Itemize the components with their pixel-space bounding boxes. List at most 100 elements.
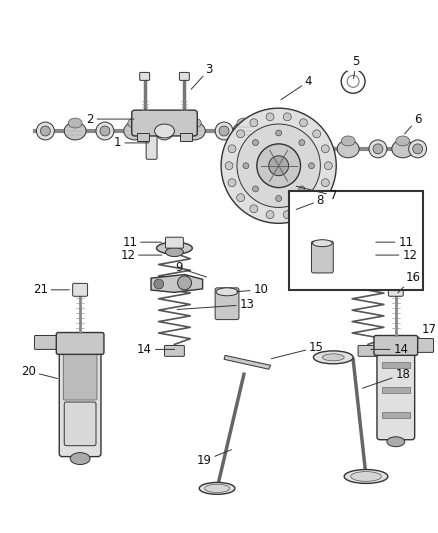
Circle shape (237, 193, 244, 201)
Circle shape (266, 113, 274, 121)
Circle shape (314, 144, 323, 154)
FancyBboxPatch shape (410, 338, 434, 352)
Polygon shape (151, 274, 203, 293)
Ellipse shape (70, 453, 90, 465)
Text: 13: 13 (177, 298, 254, 311)
Text: 2: 2 (86, 112, 134, 126)
Ellipse shape (396, 136, 410, 146)
Circle shape (253, 186, 258, 192)
FancyBboxPatch shape (311, 241, 333, 273)
Ellipse shape (216, 288, 238, 296)
Text: 15: 15 (272, 341, 324, 359)
Circle shape (413, 144, 423, 154)
Circle shape (313, 193, 321, 201)
Text: 5: 5 (353, 55, 360, 78)
Circle shape (36, 122, 54, 140)
FancyBboxPatch shape (180, 72, 189, 80)
Circle shape (352, 224, 364, 236)
Circle shape (276, 130, 282, 136)
FancyBboxPatch shape (132, 110, 197, 136)
Circle shape (409, 140, 427, 158)
Circle shape (219, 126, 229, 136)
Circle shape (324, 161, 332, 169)
Circle shape (96, 122, 114, 140)
Ellipse shape (199, 482, 235, 494)
Bar (382, 387, 410, 393)
Polygon shape (224, 356, 271, 369)
Ellipse shape (350, 242, 386, 254)
Circle shape (300, 119, 307, 127)
Text: 3: 3 (191, 63, 213, 89)
Circle shape (253, 140, 258, 146)
Circle shape (331, 227, 339, 236)
FancyBboxPatch shape (64, 402, 96, 446)
Text: 17: 17 (418, 323, 437, 338)
Text: 7: 7 (296, 186, 337, 202)
Circle shape (250, 205, 258, 213)
Text: 11: 11 (376, 236, 413, 249)
Circle shape (159, 126, 170, 136)
Ellipse shape (184, 122, 205, 140)
FancyBboxPatch shape (377, 344, 415, 440)
Ellipse shape (278, 140, 300, 158)
Ellipse shape (187, 118, 201, 128)
Ellipse shape (387, 437, 405, 447)
Ellipse shape (233, 122, 255, 140)
Circle shape (276, 196, 282, 201)
Ellipse shape (124, 122, 146, 140)
Text: 21: 21 (33, 284, 69, 296)
FancyBboxPatch shape (359, 237, 377, 248)
Circle shape (250, 119, 258, 127)
Circle shape (177, 276, 191, 290)
Text: 1: 1 (114, 136, 149, 149)
Ellipse shape (341, 136, 355, 146)
Circle shape (259, 144, 269, 154)
Text: 20: 20 (21, 365, 57, 378)
FancyBboxPatch shape (57, 333, 104, 354)
Text: 11: 11 (122, 236, 162, 249)
Circle shape (40, 126, 50, 136)
Text: 4: 4 (281, 75, 312, 100)
FancyBboxPatch shape (63, 353, 97, 400)
Text: 18: 18 (363, 368, 410, 388)
Ellipse shape (392, 140, 413, 158)
Circle shape (269, 156, 289, 176)
Ellipse shape (237, 118, 251, 128)
Ellipse shape (359, 248, 377, 256)
Circle shape (228, 145, 236, 153)
Ellipse shape (64, 122, 86, 140)
Text: 16: 16 (398, 271, 420, 293)
Circle shape (308, 163, 314, 169)
Circle shape (155, 122, 173, 140)
Ellipse shape (337, 140, 359, 158)
Circle shape (299, 186, 305, 192)
Circle shape (225, 161, 233, 169)
Text: 9: 9 (176, 262, 207, 277)
Circle shape (237, 124, 320, 207)
Circle shape (283, 211, 291, 219)
Circle shape (154, 279, 164, 289)
FancyBboxPatch shape (215, 288, 239, 320)
Circle shape (299, 140, 305, 146)
Circle shape (369, 140, 387, 158)
Ellipse shape (314, 351, 353, 364)
Circle shape (243, 163, 249, 169)
Text: 14: 14 (371, 343, 408, 356)
Circle shape (257, 144, 300, 188)
FancyBboxPatch shape (166, 237, 184, 248)
Text: 19: 19 (197, 450, 231, 467)
Text: 6: 6 (405, 112, 421, 134)
Bar (180, 133, 192, 141)
FancyBboxPatch shape (146, 134, 157, 159)
Circle shape (221, 108, 336, 223)
Circle shape (255, 140, 273, 158)
Circle shape (283, 113, 291, 121)
Ellipse shape (344, 470, 388, 483)
Ellipse shape (156, 242, 192, 254)
Text: 12: 12 (120, 248, 162, 262)
FancyBboxPatch shape (389, 281, 403, 296)
FancyBboxPatch shape (140, 72, 150, 80)
Ellipse shape (282, 136, 296, 146)
Bar (382, 362, 410, 368)
Circle shape (266, 211, 274, 219)
